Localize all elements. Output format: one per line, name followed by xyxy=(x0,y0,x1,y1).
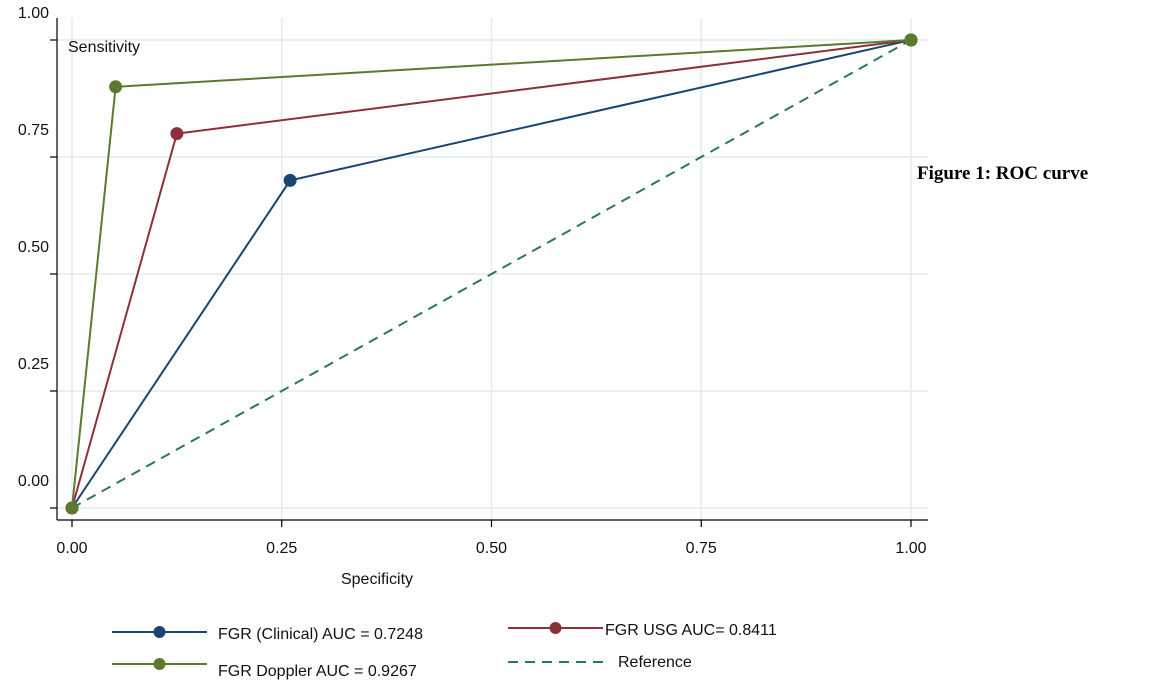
x-tick-label: 0.25 xyxy=(266,540,297,557)
legend: FGR (Clinical) AUC = 0.7248 FGR USG AUC= … xyxy=(112,622,777,680)
x-tick-label: 0.00 xyxy=(56,540,87,557)
y-tick-label: 0.25 xyxy=(18,356,49,373)
y-tick-label: 1.00 xyxy=(18,5,49,22)
x-tick-label: 0.75 xyxy=(686,540,717,557)
data-point xyxy=(170,127,184,141)
axes xyxy=(56,18,928,521)
legend-label: FGR USG AUC= 0.8411 xyxy=(605,622,777,639)
legend-marker xyxy=(549,622,562,634)
legend-entry: FGR (Clinical) AUC = 0.7248 xyxy=(112,626,423,643)
data-point xyxy=(904,33,918,47)
legend-entry: FGR USG AUC= 0.8411 xyxy=(508,622,777,639)
series-3 xyxy=(71,39,912,509)
y-tick-label: 0.75 xyxy=(18,122,49,139)
data-point xyxy=(65,501,79,515)
legend-marker xyxy=(153,658,166,670)
legend-label: FGR Doppler AUC = 0.9267 xyxy=(218,663,417,680)
legend-entry: Reference xyxy=(508,654,692,671)
legend-label: FGR (Clinical) AUC = 0.7248 xyxy=(218,626,423,643)
axis-ticks: 0.00 0.00 0.25 0.25 0.50 0.50 0.75 0.75 1.00 1.00 xyxy=(18,5,927,557)
data-point xyxy=(109,80,123,94)
series-layer xyxy=(65,33,918,515)
x-tick-label: 0.50 xyxy=(476,540,507,557)
legend-marker xyxy=(153,626,166,638)
x-axis-title: Specificity xyxy=(341,571,413,588)
legend-label: Reference xyxy=(618,654,692,671)
legend-entry: FGR Doppler AUC = 0.9267 xyxy=(112,658,417,680)
data-point xyxy=(283,173,297,187)
y-tick-label: 0.00 xyxy=(18,473,49,490)
x-tick-label: 1.00 xyxy=(895,540,926,557)
y-tick-label: 0.50 xyxy=(18,239,49,256)
y-axis-title: Sensitivity xyxy=(68,39,140,56)
series-line xyxy=(71,39,912,509)
figure-caption: Figure 1: ROC curve xyxy=(917,163,1088,184)
